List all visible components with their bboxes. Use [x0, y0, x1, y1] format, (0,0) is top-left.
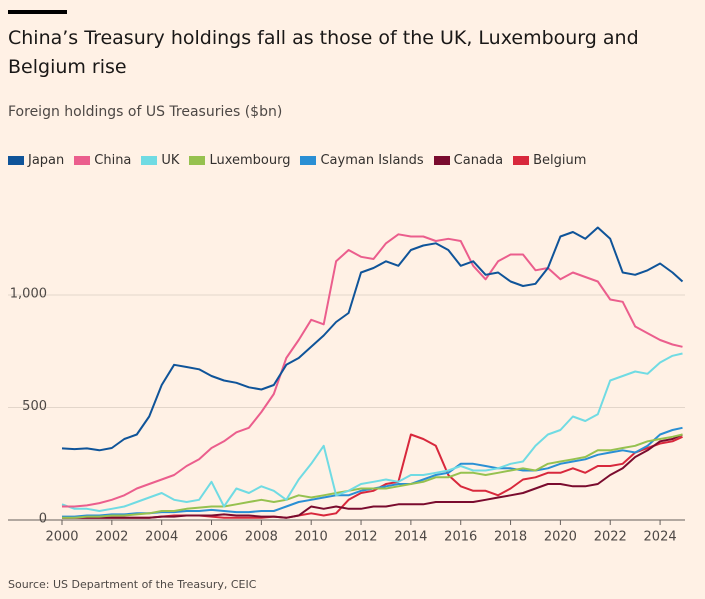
chart-subtitle: Foreign holdings of US Treasuries ($bn)	[8, 104, 283, 120]
x-tick-label: 2018	[494, 530, 527, 545]
legend-item: Japan	[8, 153, 64, 168]
x-tick-label: 2008	[245, 530, 278, 545]
y-tick-label: 500	[22, 399, 47, 414]
legend-swatch	[141, 156, 158, 165]
legend-item: Cayman Islands	[300, 153, 424, 168]
legend-label: Belgium	[533, 153, 587, 168]
x-tick-label: 2014	[394, 530, 427, 545]
brand-bar	[8, 10, 67, 14]
x-tick-label: 2016	[444, 530, 477, 545]
legend-swatch	[8, 156, 24, 165]
chart-title: China’s Treasury holdings fall as those …	[8, 27, 639, 78]
series-line	[62, 433, 683, 519]
y-tick-label: 1,000	[10, 287, 47, 302]
legend-label: China	[94, 153, 132, 168]
legend-label: Canada	[453, 153, 504, 168]
legend-swatch	[513, 156, 530, 165]
legend-item: Luxembourg	[189, 153, 290, 168]
x-tick-label: 2022	[594, 530, 627, 545]
x-tick-label: 2012	[344, 530, 377, 545]
legend-label: Luxembourg	[209, 153, 291, 168]
legend-label: Cayman Islands	[320, 153, 424, 168]
legend: Japan China UK Luxembourg Cayman Islands Cana…	[8, 153, 586, 168]
source: Source: US Department of the Treasury, C…	[8, 578, 257, 591]
series-line	[62, 433, 683, 519]
legend-swatch	[189, 156, 206, 165]
series-line	[62, 426, 683, 518]
series-line	[61, 226, 684, 452]
legend-item: Belgium	[513, 153, 586, 168]
x-tick-label: 2010	[295, 530, 328, 545]
legend-label: UK	[161, 153, 180, 168]
series-line	[61, 352, 683, 512]
series-line	[62, 233, 683, 508]
legend-swatch	[433, 156, 450, 165]
legend-label: Japan	[28, 153, 65, 168]
x-tick-label: 2006	[195, 530, 228, 545]
legend-swatch	[300, 156, 317, 165]
x-tick-label: 2020	[544, 530, 577, 545]
x-tick-label: 2004	[145, 530, 178, 545]
series-line	[62, 433, 683, 519]
x-tick-label: 2000	[45, 530, 78, 545]
legend-item: China	[74, 153, 131, 168]
x-tick-label: 2024	[644, 530, 677, 545]
y-tick-label: 0	[39, 512, 47, 527]
legend-item: UK	[141, 153, 179, 168]
x-tick-label: 2002	[95, 530, 128, 545]
legend-item: Canada	[433, 153, 504, 168]
legend-swatch	[74, 156, 91, 165]
